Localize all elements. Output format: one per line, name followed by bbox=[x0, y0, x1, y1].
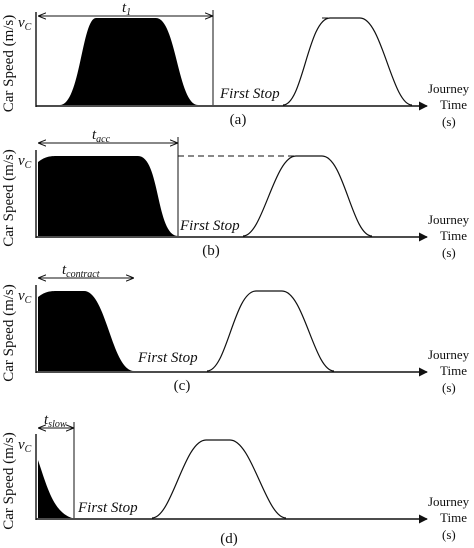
outline-speed-profile bbox=[282, 17, 413, 106]
filled-speed-profile bbox=[38, 460, 72, 518]
first-stop-label: First Stop bbox=[137, 350, 198, 366]
y-tick-vc: vC bbox=[18, 153, 32, 171]
x-label-time: Time bbox=[440, 228, 467, 243]
first-stop-label: First Stop bbox=[219, 86, 280, 102]
interval-label-subscript: acc bbox=[96, 134, 110, 145]
x-label-unit: (s) bbox=[442, 114, 456, 129]
y-tick-vc-subscript: C bbox=[25, 295, 32, 306]
interval-label-subscript: 1 bbox=[126, 7, 131, 18]
interval-label: t1 bbox=[122, 0, 131, 18]
filled-speed-profile bbox=[38, 18, 213, 105]
interval-label: tacc bbox=[92, 127, 111, 145]
filled-speed-profile bbox=[38, 156, 178, 236]
y-axis-label: Car Speed (m/s) bbox=[1, 432, 17, 529]
interval-label-subscript: contract bbox=[66, 269, 100, 280]
interval-label-symbol: t bbox=[44, 412, 49, 428]
y-tick-vc-symbol: v bbox=[18, 15, 25, 31]
y-tick-vc-symbol: v bbox=[18, 437, 25, 453]
y-tick-vc-symbol: v bbox=[18, 153, 25, 169]
y-axis-label: Car Speed (m/s) bbox=[1, 15, 17, 112]
panel-caption: (a) bbox=[230, 112, 247, 128]
filled-speed-profile bbox=[38, 291, 134, 371]
x-label-journey: Journey bbox=[428, 81, 470, 96]
y-tick-vc-subscript: C bbox=[25, 444, 32, 455]
panel-caption: (d) bbox=[220, 531, 238, 547]
y-tick-vc-subscript: C bbox=[25, 160, 32, 171]
y-tick-vc: vC bbox=[18, 437, 32, 455]
interval-label-symbol: t bbox=[92, 127, 97, 143]
outline-speed-profile bbox=[206, 290, 335, 372]
y-tick-vc: vC bbox=[18, 15, 32, 33]
y-axis-label: Car Speed (m/s) bbox=[1, 284, 17, 381]
y-tick-vc-symbol: v bbox=[18, 288, 25, 304]
panel-caption: (c) bbox=[174, 378, 191, 394]
first-stop-label: First Stop bbox=[179, 218, 240, 234]
x-label-unit: (s) bbox=[442, 527, 456, 542]
x-label-time: Time bbox=[440, 510, 467, 525]
outline-speed-profile bbox=[151, 439, 287, 519]
x-label-journey: Journey bbox=[428, 347, 470, 362]
x-label-time: Time bbox=[440, 97, 467, 112]
interval-label-symbol: t bbox=[122, 0, 127, 16]
panel-caption: (b) bbox=[202, 243, 220, 259]
y-tick-vc: vC bbox=[18, 288, 32, 306]
first-stop-label: First Stop bbox=[77, 500, 138, 516]
interval-label: tslow bbox=[44, 412, 67, 430]
outline-speed-profile bbox=[242, 155, 373, 237]
x-label-journey: Journey bbox=[428, 494, 470, 509]
x-label-unit: (s) bbox=[442, 245, 456, 260]
x-label-time: Time bbox=[440, 363, 467, 378]
y-tick-vc-subscript: C bbox=[25, 22, 32, 33]
x-label-journey: Journey bbox=[428, 212, 470, 227]
interval-label-subscript: slow bbox=[48, 419, 67, 430]
interval-label-symbol: t bbox=[62, 262, 67, 278]
interval-label: tcontract bbox=[62, 262, 100, 280]
y-axis-label: Car Speed (m/s) bbox=[1, 149, 17, 246]
x-label-unit: (s) bbox=[442, 380, 456, 395]
